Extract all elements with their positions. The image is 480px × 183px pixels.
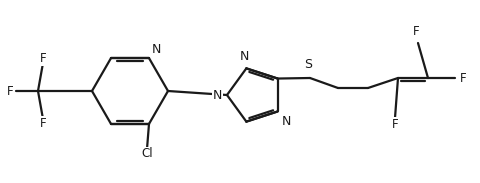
Text: N: N	[281, 115, 290, 128]
Text: N: N	[239, 50, 249, 63]
Text: F: F	[40, 53, 46, 66]
Text: F: F	[391, 117, 397, 130]
Text: F: F	[40, 117, 46, 130]
Text: F: F	[7, 85, 13, 98]
Text: S: S	[303, 58, 312, 71]
Text: N: N	[152, 43, 161, 56]
Text: N: N	[212, 89, 222, 102]
Text: Cl: Cl	[141, 147, 153, 160]
Text: F: F	[459, 72, 466, 85]
Text: F: F	[412, 25, 419, 38]
